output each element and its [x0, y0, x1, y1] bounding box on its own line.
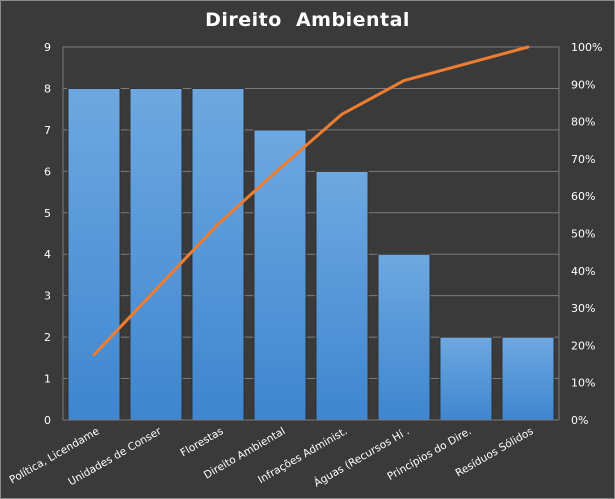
y-tick-label: 4: [44, 248, 51, 261]
y2-tick-label: 60%: [571, 190, 595, 203]
y-tick-label: 9: [44, 41, 51, 54]
bar: [377, 253, 431, 421]
y2-tick-label: 40%: [571, 265, 595, 278]
y-tick-label: 8: [44, 82, 51, 95]
chart-title: Direito Ambiental: [205, 9, 410, 31]
y2-tick-label: 0%: [571, 414, 588, 427]
y-tick-label: 2: [44, 331, 51, 344]
y-tick-label: 3: [44, 290, 51, 303]
y2-tick-label: 50%: [571, 228, 595, 241]
bar: [439, 336, 493, 421]
y-tick-label: 7: [44, 124, 51, 137]
y2-tick-label: 90%: [571, 78, 595, 91]
y-tick-label: 6: [44, 165, 51, 178]
bar: [501, 336, 555, 421]
y2-tick-label: 30%: [571, 302, 595, 315]
cumulative-line: [92, 45, 530, 357]
y-tick-label: 5: [44, 207, 51, 220]
y-tick-label: 1: [44, 373, 51, 386]
bar: [191, 87, 245, 421]
y2-tick-label: 100%: [571, 41, 602, 54]
y-tick-label: 0: [44, 414, 51, 427]
y2-tick-label: 10%: [571, 377, 595, 390]
bar: [253, 129, 307, 421]
bar: [67, 87, 121, 421]
x-category-label: Florestas: [178, 425, 225, 459]
y2-tick-label: 80%: [571, 116, 595, 129]
y2-tick-label: 70%: [571, 153, 595, 166]
bar: [129, 87, 183, 421]
y2-tick-label: 20%: [571, 339, 595, 352]
bar: [315, 170, 369, 421]
